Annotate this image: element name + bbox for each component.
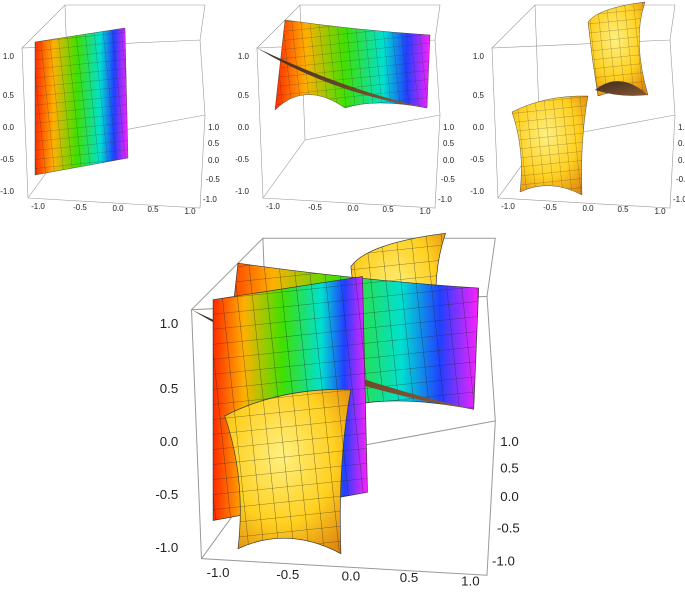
plot-panel: 1.0 0.5 0.0 -0.5 -1.0 -1.0 -0.5 0.0 0.5 1.0 1.0 0.5…	[0, 4, 220, 216]
x-tick-label: 0.5	[400, 570, 418, 585]
z-tick-label: 1.0	[238, 52, 250, 61]
y-tick-label: -0.5	[676, 175, 685, 184]
z-tick-label: -0.5	[235, 155, 249, 164]
y-tick-label: -1.0	[673, 195, 685, 204]
y-tick-label: -1.0	[492, 554, 515, 569]
y-tick-label: 0.5	[443, 139, 455, 148]
y-tick-label: 0.0	[443, 156, 455, 165]
z-tick-label: 0.5	[160, 381, 178, 396]
z-tick-label: 0.0	[3, 123, 15, 132]
x-tick-label: 0.0	[582, 204, 594, 213]
x-tick-label: -0.5	[543, 203, 557, 212]
x-tick-label: -0.5	[276, 567, 299, 582]
plot-panel: 1.0 0.5 0.0 -0.5 -1.0 -1.0 -0.5 0.0 0.5 1.0 1.0 0.5…	[470, 1, 685, 216]
surface-mesh	[35, 28, 128, 175]
y-tick-label: 1.0	[443, 123, 455, 132]
z-tick-label: 0.5	[3, 91, 15, 100]
x-tick-label: 0.0	[342, 568, 360, 583]
z-tick-label: 1.0	[160, 316, 178, 331]
z-tick-label: 1.0	[3, 52, 15, 61]
z-tick-label: -1.0	[470, 187, 484, 196]
z-tick-label: -0.5	[470, 155, 484, 164]
x-tick-label: 0.5	[617, 205, 629, 214]
y-tick-label: 1.0	[678, 123, 685, 132]
surface-mesh	[224, 389, 351, 554]
x-tick-label: 1.0	[184, 207, 196, 216]
z-tick-label: -0.5	[0, 155, 14, 164]
y-tick-label: 1.0	[208, 123, 220, 132]
y-tick-label: 0.0	[500, 489, 518, 504]
y-tick-label: -1.0	[203, 195, 217, 204]
x-tick-label: -0.5	[308, 203, 322, 212]
z-tick-label: -1.0	[0, 187, 14, 196]
y-tick-label: 0.5	[500, 461, 518, 476]
z-tick-label: 1.0	[473, 52, 485, 61]
x-tick-label: -1.0	[501, 202, 515, 211]
z-tick-label: 0.5	[473, 91, 485, 100]
surface-shadow	[595, 81, 648, 96]
y-tick-label: -0.5	[441, 175, 455, 184]
y-tick-label: 0.0	[208, 156, 220, 165]
plot-panel: 1.0 0.5 0.0 -0.5 -1.0 -1.0 -0.5 0.0 0.5 1.0 1.0 0.5…	[155, 232, 520, 588]
x-tick-label: 0.0	[112, 204, 124, 213]
z-tick-label: -1.0	[235, 187, 249, 196]
bounding-box	[491, 4, 676, 209]
bounding-box	[190, 237, 496, 576]
plot-panel: 1.0 0.5 0.0 -0.5 -1.0 -1.0 -0.5 0.0 0.5 1.0 1.0 0.5…	[235, 4, 455, 216]
x-tick-label: 1.0	[419, 207, 431, 216]
x-tick-label: 1.0	[654, 207, 666, 216]
x-tick-label: -0.5	[73, 203, 87, 212]
surface-mesh	[275, 20, 430, 110]
z-tick-label: -0.5	[155, 487, 178, 502]
x-tick-label: 1.0	[461, 573, 479, 588]
x-tick-label: 0.5	[147, 205, 159, 214]
x-tick-label: 0.5	[382, 205, 394, 214]
surface-mesh	[588, 2, 648, 96]
y-tick-label: 0.0	[678, 156, 685, 165]
y-tick-label: -1.0	[438, 195, 452, 204]
y-tick-label: 1.0	[500, 434, 518, 449]
x-tick-label: 0.0	[347, 204, 359, 213]
z-tick-label: -1.0	[155, 540, 178, 555]
z-tick-label: 0.0	[238, 123, 250, 132]
x-tick-label: -1.0	[31, 202, 45, 211]
bounding-box	[256, 4, 441, 209]
surface-mesh	[512, 95, 588, 195]
x-tick-label: -1.0	[266, 202, 280, 211]
bounding-box	[21, 4, 206, 209]
y-tick-label: 0.5	[678, 139, 685, 148]
z-tick-label: 0.0	[160, 434, 178, 449]
x-tick-label: -1.0	[207, 565, 230, 580]
z-tick-label: 0.0	[473, 123, 485, 132]
z-tick-label: 0.5	[238, 91, 250, 100]
y-tick-label: -0.5	[497, 520, 520, 535]
y-tick-label: -0.5	[206, 175, 220, 184]
y-tick-label: 0.5	[208, 139, 220, 148]
